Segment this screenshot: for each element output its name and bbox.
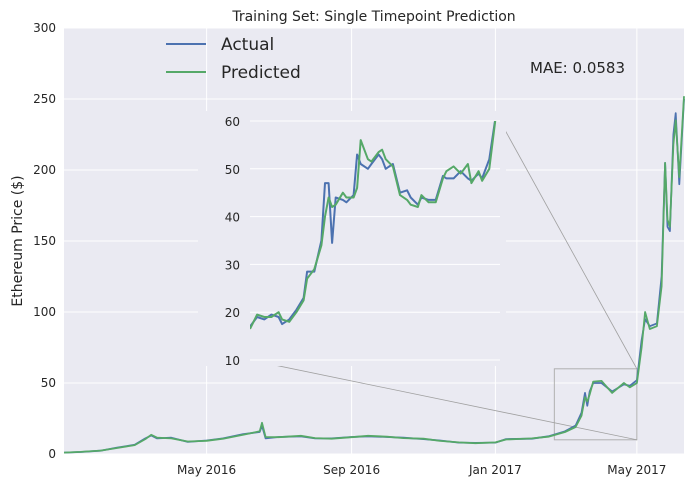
legend: Actual Predicted bbox=[166, 35, 301, 83]
axis-ticks: 0 50 100 150 200 250 300 May 2016 Sep 2016 Jan 20… bbox=[33, 21, 666, 477]
inset-plot: 10 20 30 40 50 60 bbox=[198, 111, 506, 368]
x-tick-label-may-2016: May 2016 bbox=[177, 463, 236, 477]
x-tick-label-may-2017: May 2017 bbox=[607, 463, 666, 477]
inset-y-tick-label-50: 50 bbox=[225, 163, 240, 177]
y-axis-label: Ethereum Price ($) bbox=[10, 175, 26, 306]
y-tick-label-300: 300 bbox=[33, 21, 56, 35]
inset-y-tick-label-20: 20 bbox=[225, 306, 240, 320]
y-tick-label-150: 150 bbox=[33, 234, 56, 248]
mae-annotation: MAE: 0.0583 bbox=[530, 59, 625, 77]
zoom-box bbox=[553, 368, 638, 441]
x-tick-label-sep-2016: Sep 2016 bbox=[323, 463, 380, 477]
y-tick-label-100: 100 bbox=[33, 305, 56, 319]
inset-y-tick-label-60: 60 bbox=[225, 115, 240, 129]
y-tick-label-0: 0 bbox=[48, 447, 56, 461]
inset-series bbox=[250, 121, 497, 330]
main-series bbox=[63, 96, 685, 454]
y-tick-label-50: 50 bbox=[41, 376, 56, 390]
inset-series-line-predicted bbox=[250, 121, 497, 330]
zoom-connector-top bbox=[499, 120, 638, 369]
chart-title: Training Set: Single Timepoint Predictio… bbox=[231, 9, 515, 25]
y-tick-label-250: 250 bbox=[33, 92, 56, 106]
inset-series-line-actual bbox=[250, 121, 496, 328]
inset-y-tick-label-10: 10 bbox=[225, 354, 240, 368]
y-tick-label-200: 200 bbox=[33, 163, 56, 177]
inset-y-tick-label-30: 30 bbox=[225, 258, 240, 272]
x-tick-label-jan-2017: Jan 2017 bbox=[468, 463, 522, 477]
inset-y-tick-label-40: 40 bbox=[225, 211, 240, 225]
legend-label-actual: Actual bbox=[221, 35, 274, 55]
legend-label-predicted: Predicted bbox=[221, 63, 301, 83]
series-line-predicted bbox=[63, 96, 685, 454]
